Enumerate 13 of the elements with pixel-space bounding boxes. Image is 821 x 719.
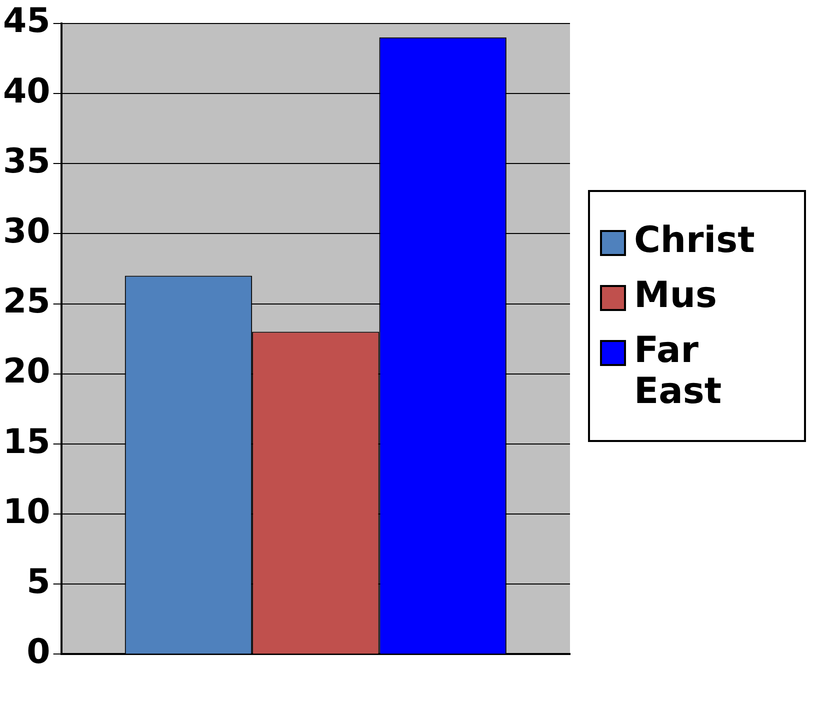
y-tick-label: 45 bbox=[2, 1, 50, 42]
y-tick-label: 20 bbox=[2, 352, 50, 392]
legend-label: Mus bbox=[634, 275, 717, 316]
y-tick-label: 30 bbox=[2, 211, 50, 252]
y-tick-label: 40 bbox=[2, 71, 50, 112]
y-tick-label: 5 bbox=[26, 562, 50, 602]
legend-label: Christ bbox=[634, 220, 755, 261]
y-tick-label: 25 bbox=[2, 282, 50, 322]
y-tick-label: 0 bbox=[26, 632, 50, 672]
y-tick-label: 10 bbox=[2, 492, 50, 532]
y-tick-label: 35 bbox=[2, 141, 50, 182]
legend-label: Far East bbox=[634, 330, 723, 412]
y-tick-label: 15 bbox=[2, 422, 50, 462]
